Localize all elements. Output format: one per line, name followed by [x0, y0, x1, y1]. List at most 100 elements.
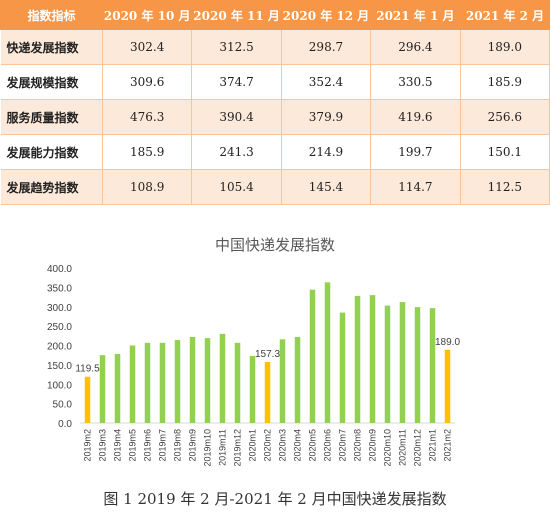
row-label: 发展规模指数 [0, 64, 103, 100]
x-tick-label: 2020m9 [368, 429, 378, 462]
x-tick-label: 2020m8 [353, 429, 363, 462]
table-row: 发展能力指数 185.9 241.3 214.9 199.7 150.1 [0, 134, 550, 170]
x-tick-label: 2021m1 [428, 429, 438, 462]
x-tick-label: 2020m10 [383, 429, 393, 467]
table-cell: 199.7 [370, 134, 461, 170]
x-tick-label: 2019m10 [203, 429, 213, 467]
table-header-cell: 2021 年 1 月 [370, 0, 461, 30]
table-cell: 419.6 [370, 99, 461, 135]
bar [354, 295, 361, 423]
index-table: 指数指标 2020 年 10 月 2020 年 11 月 2020 年 12 月… [0, 0, 550, 205]
table-cell: 241.3 [191, 134, 282, 170]
table-cell: 352.4 [281, 64, 372, 100]
table-cell: 114.7 [370, 169, 461, 205]
bar [384, 305, 391, 423]
table-row: 快递发展指数 302.4 312.5 298.7 296.4 189.0 [0, 30, 550, 65]
table-header-row: 指数指标 2020 年 10 月 2020 年 11 月 2020 年 12 月… [0, 0, 550, 30]
y-tick-label: 50.0 [53, 400, 73, 411]
bar [144, 342, 151, 423]
table-cell: 185.9 [460, 64, 550, 100]
x-tick-label: 2019m11 [218, 429, 228, 466]
y-tick-label: 0.0 [58, 419, 72, 430]
bar [84, 376, 91, 423]
table-header-cell: 2020 年 12 月 [280, 0, 371, 30]
x-tick-label: 2019m7 [158, 429, 168, 462]
bar [204, 338, 211, 423]
table-cell: 185.9 [102, 134, 193, 170]
row-label: 服务质量指数 [0, 99, 103, 135]
x-tick-label: 2019m5 [128, 429, 138, 462]
row-label: 快递发展指数 [0, 30, 103, 65]
row-label: 发展趋势指数 [0, 169, 103, 205]
x-tick-label: 2020m7 [338, 429, 348, 462]
table-cell: 145.4 [281, 169, 372, 205]
table-cell: 379.9 [281, 99, 372, 135]
table-cell: 256.6 [460, 99, 550, 135]
table-cell: 330.5 [370, 64, 461, 100]
table-header-cell: 指数指标 [0, 0, 103, 30]
bar [294, 336, 301, 423]
table-cell: 309.6 [102, 64, 193, 100]
bar [279, 339, 286, 423]
x-tick-label: 2019m12 [233, 429, 243, 467]
table-cell: 150.1 [460, 134, 550, 170]
bar [444, 349, 451, 423]
x-tick-label: 2020m1 [248, 429, 258, 462]
x-tick-label: 2020m12 [413, 429, 423, 467]
table-row: 服务质量指数 476.3 390.4 379.9 419.6 256.6 [0, 99, 550, 135]
table-cell: 312.5 [191, 30, 282, 65]
data-label: 189.0 [435, 337, 460, 348]
table-cell: 105.4 [191, 169, 282, 205]
table-cell: 189.0 [460, 30, 550, 65]
table-row: 发展趋势指数 108.9 105.4 145.4 114.7 112.5 [0, 169, 550, 205]
table-header-cell: 2020 年 11 月 [191, 0, 282, 30]
bar [234, 342, 241, 423]
x-tick-label: 2020m6 [323, 429, 333, 462]
bar [339, 312, 346, 423]
x-tick-label: 2020m3 [278, 429, 288, 462]
bar [309, 289, 316, 423]
table-cell: 108.9 [102, 169, 193, 205]
data-label: 157.3 [255, 349, 280, 360]
table-cell: 298.7 [281, 30, 372, 65]
table-cell: 476.3 [102, 99, 193, 135]
y-tick-label: 350.0 [47, 283, 72, 294]
x-tick-label: 2019m6 [143, 429, 153, 462]
bar [414, 307, 421, 423]
bar [99, 355, 106, 423]
bar [324, 282, 331, 423]
bar [129, 345, 136, 423]
bar [219, 333, 226, 423]
bar [114, 354, 121, 423]
x-tick-label: 2019m4 [113, 429, 123, 462]
bar [159, 342, 166, 423]
table-cell: 374.7 [191, 64, 282, 100]
x-tick-label: 2019m9 [188, 429, 198, 462]
table-cell: 112.5 [460, 169, 550, 205]
x-tick-label: 2019m8 [173, 429, 183, 462]
bar [399, 302, 406, 423]
chart-title: 中国快递发展指数 [214, 236, 335, 254]
table-cell: 214.9 [281, 134, 372, 170]
table-header-cell: 2020 年 10 月 [101, 0, 192, 30]
table-cell: 302.4 [102, 30, 193, 65]
y-tick-label: 100.0 [47, 380, 72, 391]
table-cell: 296.4 [370, 30, 461, 65]
y-tick-label: 150.0 [47, 361, 72, 372]
bar [429, 308, 436, 423]
x-tick-label: 2020m11 [398, 429, 408, 466]
y-tick-label: 250.0 [47, 322, 72, 333]
figure-caption: 图 1 2019 年 2 月-2021 年 2 月中国快递发展指数 [103, 490, 447, 508]
x-tick-label: 2020m4 [293, 429, 303, 462]
row-label: 发展能力指数 [0, 134, 103, 170]
table-cell: 390.4 [191, 99, 282, 135]
table-header-cell: 2021 年 2 月 [459, 0, 550, 30]
x-tick-label: 2020m5 [308, 429, 318, 462]
x-tick-label: 2019m3 [98, 429, 108, 462]
bar [174, 340, 181, 423]
x-tick-label: 2019m2 [83, 429, 93, 462]
bar [249, 355, 256, 423]
x-tick-label: 2020m2 [263, 429, 273, 462]
bar [189, 336, 196, 423]
